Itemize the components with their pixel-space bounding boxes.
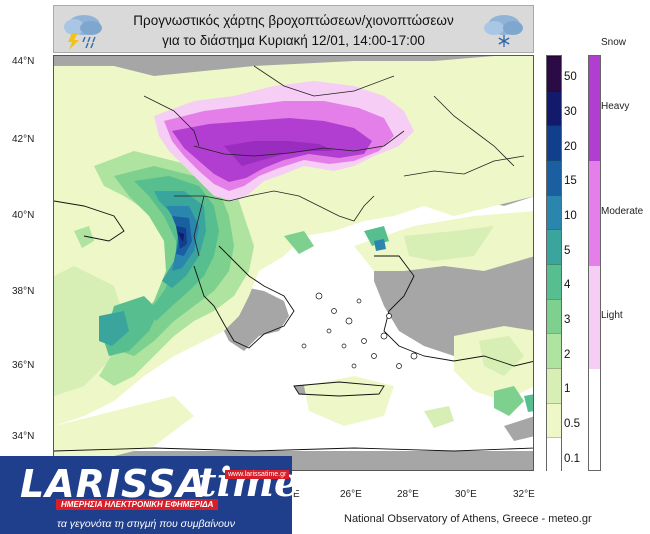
precip-colorbar-segment	[547, 194, 561, 230]
precip-colorbar-segment	[547, 56, 561, 91]
snow-colorbar-segment	[589, 161, 600, 266]
credit-text: National Observatory of Athens, Greece -…	[344, 513, 592, 525]
lon-label-28: 28°E	[397, 489, 419, 500]
precip-colorbar-label: 3	[564, 314, 571, 326]
precip-colorbar-label: 1	[564, 383, 571, 396]
snow-colorbar-segment	[589, 56, 600, 161]
precip-colorbar-segment	[547, 368, 561, 403]
precip-colorbar-label: 2	[564, 348, 571, 361]
precip-colorbar-segment	[547, 160, 561, 195]
precip-colorbar-segment	[547, 264, 561, 299]
logo-subtitle: ΗΜΕΡΗΣΙΑ ΗΛΕΚΤΡΟΝΙΚΗ ΕΦΗΜΕΡΙΔΑ	[56, 499, 219, 510]
lat-label-34: 34°N	[12, 431, 35, 442]
precip-colorbar-segment	[547, 298, 561, 334]
map-title-line1: Προγνωστικός χάρτης βροχοπτώσεων/χιονοπτ…	[133, 13, 454, 28]
larissatime-logo[interactable]: LARISSA time www.larissatime.gr ΗΜΕΡΗΣΙΑ…	[0, 456, 299, 534]
precip-colorbar-segment	[547, 437, 561, 472]
snow-legend-title: Snow	[601, 37, 627, 48]
precip-colorbar-label: 30	[564, 106, 577, 118]
lat-label-38: 38°N	[12, 286, 35, 297]
lat-label-40: 40°N	[12, 210, 35, 221]
logo-word-time: time	[198, 459, 300, 506]
snow-colorbar	[588, 55, 601, 471]
snow-colorbar-label: Heavy	[601, 100, 630, 112]
precip-colorbar-label: 10	[564, 210, 577, 222]
precip-colorbar-segment	[547, 402, 561, 438]
land-cyprus	[504, 416, 533, 441]
snow-cloud-icon	[479, 9, 529, 51]
precip-colorbar-label: 0.5	[564, 418, 580, 430]
thunderstorm-rain-icon	[58, 9, 108, 51]
snow-colorbar-label: Light	[601, 309, 623, 321]
precip-colorbar-segment	[547, 333, 561, 368]
map-title-line2: για το διάστημα Κυριακή 12/01, 14:00-17:…	[162, 33, 425, 48]
snow-colorbar-label: Moderate	[601, 205, 644, 217]
lon-label-30: 30°E	[455, 489, 477, 500]
lat-label-42: 42°N	[12, 134, 35, 145]
precip-colorbar-label: 50	[564, 71, 577, 84]
precipitation-colorbar	[546, 55, 562, 472]
logo-word-larissa: LARISSA	[20, 462, 207, 506]
lat-label-36: 36°N	[12, 360, 35, 371]
precip-colorbar-label: 20	[564, 140, 577, 153]
logo-tagline: τα γεγονότα τη στιγμή που συμβαίνουν	[0, 514, 292, 534]
precip-colorbar-segment	[547, 90, 561, 126]
snow-colorbar-segment	[589, 266, 600, 369]
precip-colorbar-segment	[547, 125, 561, 160]
lon-label-partial: E	[293, 489, 300, 500]
logo-url: www.larissatime.gr	[225, 470, 290, 479]
precipitation-map	[53, 55, 534, 471]
map-header: Προγνωστικός χάρτης βροχοπτώσεων/χιονοπτ…	[53, 5, 534, 53]
precip-colorbar-segment	[547, 229, 561, 264]
precip-colorbar-label: 5	[564, 244, 571, 257]
precip-colorbar-label: 0.1	[564, 452, 580, 465]
lat-label-44: 44°N	[12, 56, 35, 67]
precip-colorbar-label: 4	[564, 279, 571, 292]
lon-label-26: 26°E	[340, 489, 362, 500]
precip-colorbar-label: 15	[564, 175, 577, 188]
lon-label-32: 32°E	[513, 489, 535, 500]
